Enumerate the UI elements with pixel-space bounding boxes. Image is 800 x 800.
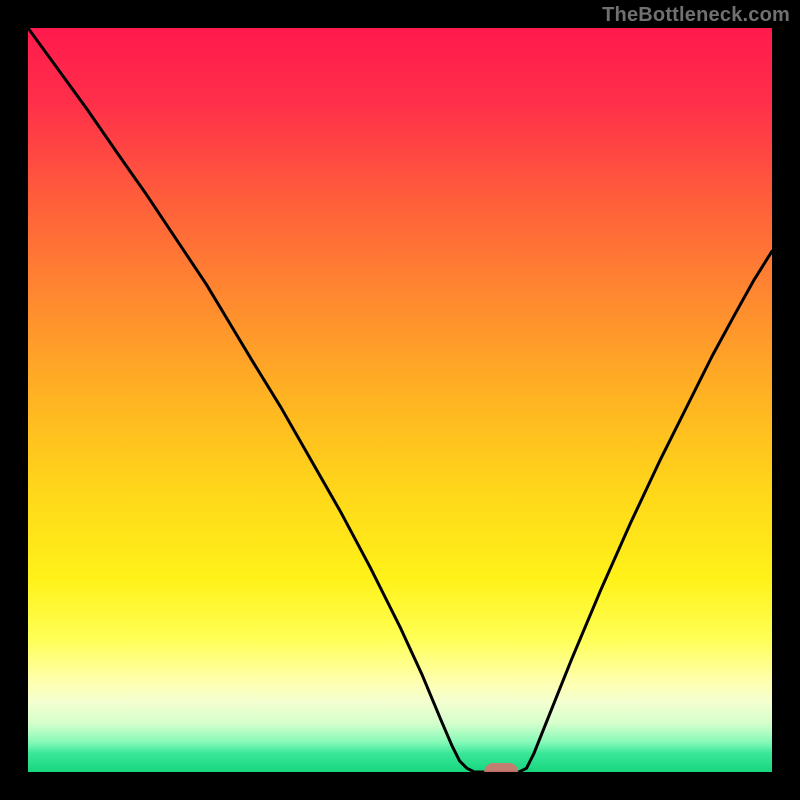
watermark-text: TheBottleneck.com — [602, 4, 790, 27]
chart-container: { "watermark": { "text": "TheBottleneck.… — [0, 0, 800, 800]
bottleneck-chart — [0, 0, 800, 800]
gradient-background — [28, 28, 772, 772]
